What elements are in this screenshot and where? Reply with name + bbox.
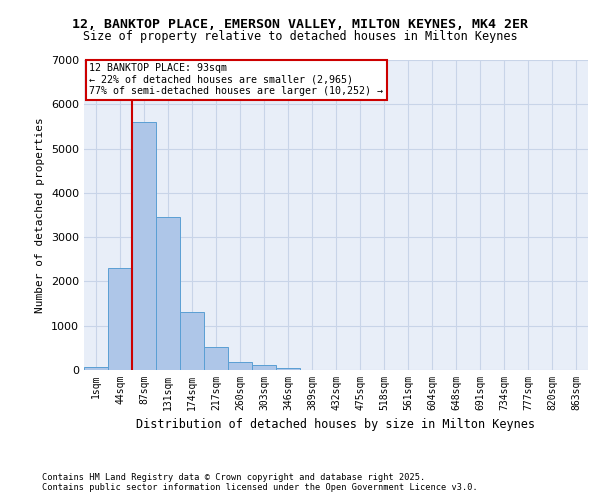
Bar — [276, 368, 300, 370]
Bar — [252, 366, 276, 370]
Text: 12, BANKTOP PLACE, EMERSON VALLEY, MILTON KEYNES, MK4 2ER: 12, BANKTOP PLACE, EMERSON VALLEY, MILTO… — [72, 18, 528, 30]
Text: 12 BANKTOP PLACE: 93sqm
← 22% of detached houses are smaller (2,965)
77% of semi: 12 BANKTOP PLACE: 93sqm ← 22% of detache… — [89, 63, 383, 96]
Bar — [108, 268, 132, 370]
Text: Contains HM Land Registry data © Crown copyright and database right 2025.
Contai: Contains HM Land Registry data © Crown c… — [42, 473, 478, 492]
Bar — [204, 348, 228, 370]
Bar — [156, 217, 180, 370]
Text: Size of property relative to detached houses in Milton Keynes: Size of property relative to detached ho… — [83, 30, 517, 43]
Bar — [180, 312, 204, 370]
Bar — [132, 122, 156, 370]
Y-axis label: Number of detached properties: Number of detached properties — [35, 117, 46, 313]
Bar — [84, 366, 108, 370]
Bar — [228, 362, 252, 370]
X-axis label: Distribution of detached houses by size in Milton Keynes: Distribution of detached houses by size … — [137, 418, 536, 432]
